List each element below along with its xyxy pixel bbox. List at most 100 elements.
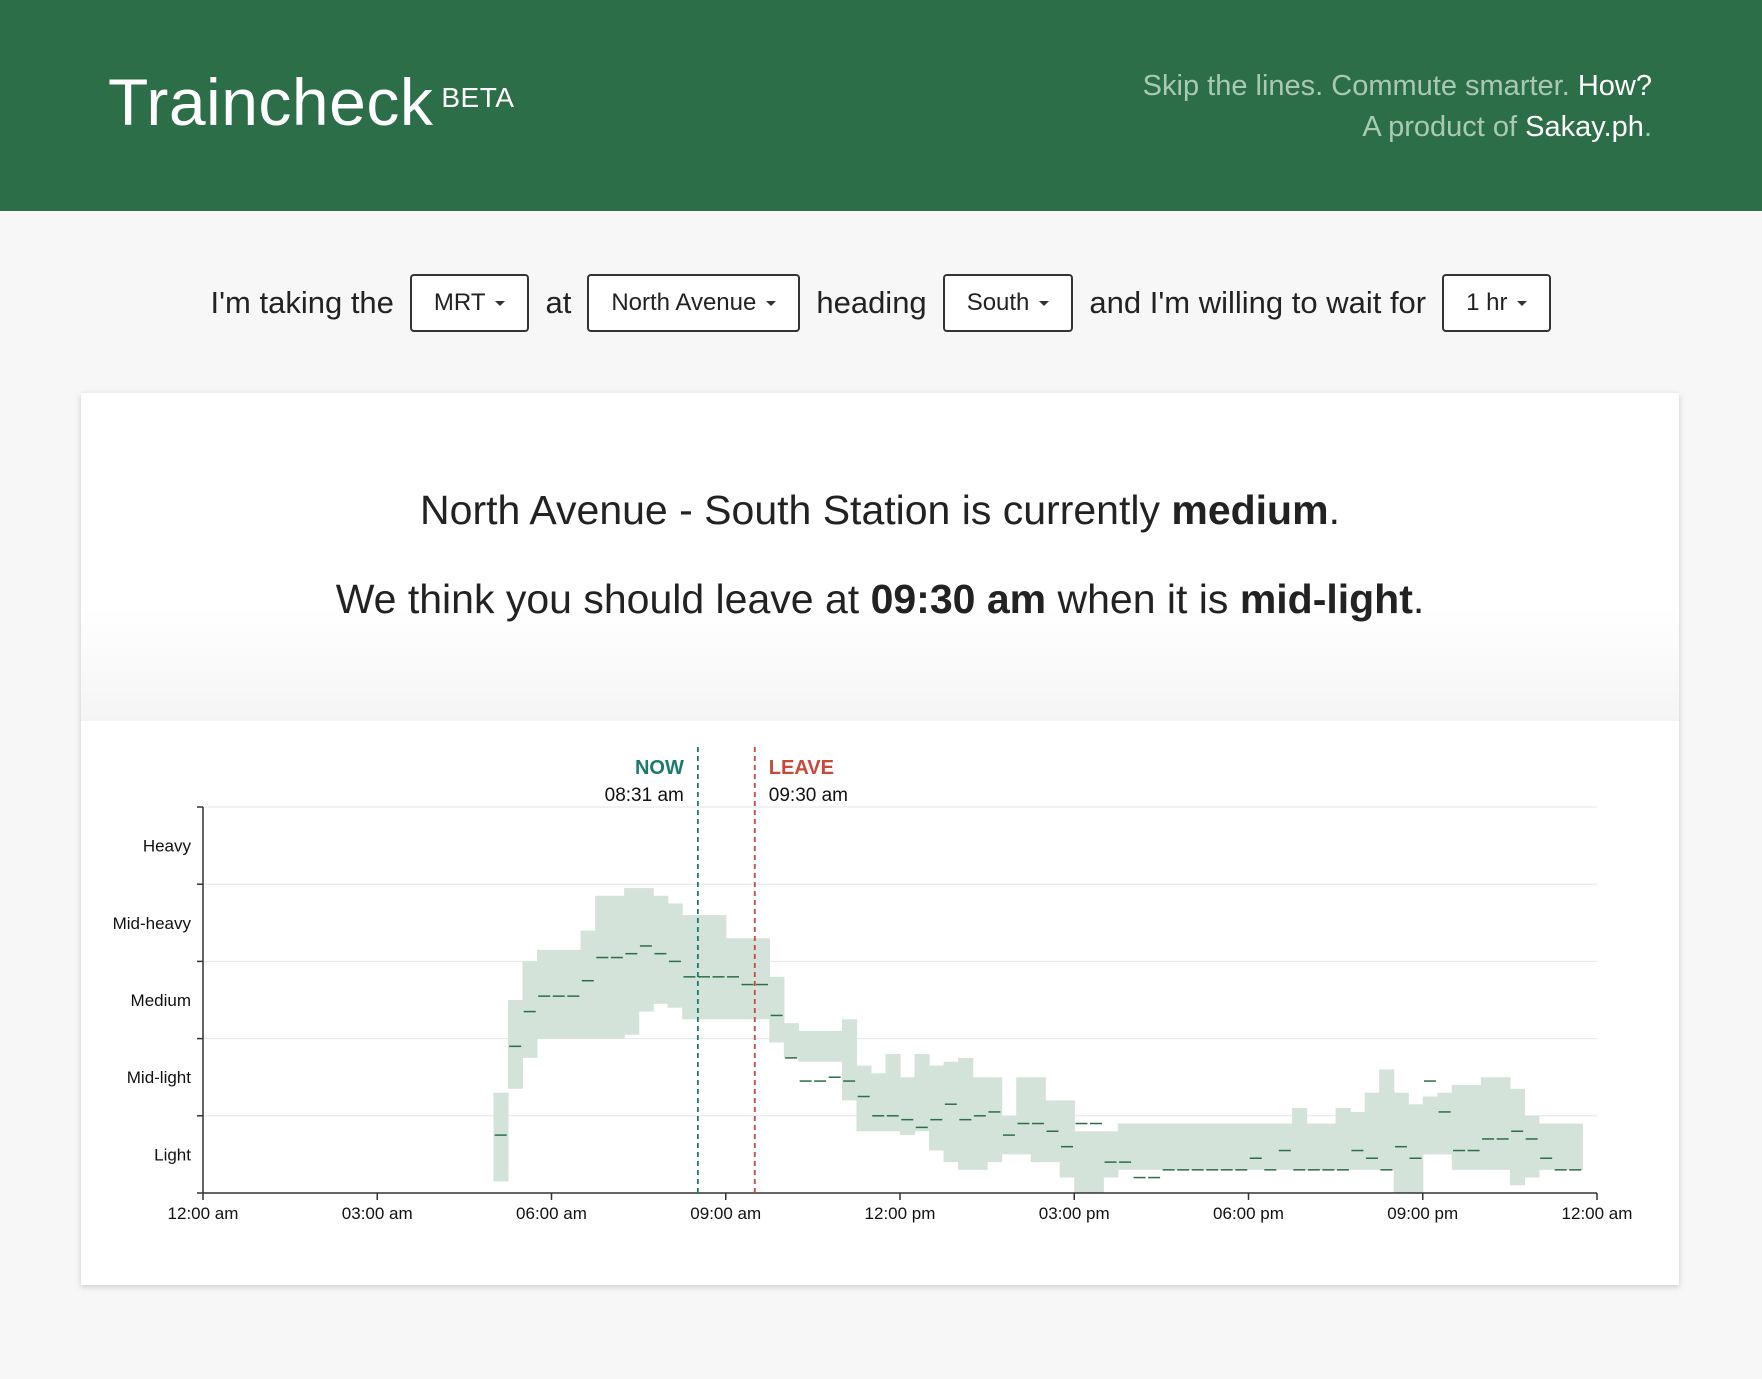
range-band [1437, 1092, 1453, 1155]
direction-dropdown-value: South [966, 289, 1030, 316]
how-link[interactable]: How? [1577, 70, 1652, 102]
product-suffix: . [1643, 111, 1652, 143]
station-dropdown[interactable]: North Avenue [587, 274, 801, 332]
advice-leave-time: 09:30 am [870, 576, 1047, 622]
range-band [1292, 1108, 1308, 1170]
direction-dropdown[interactable]: South [942, 274, 1074, 332]
range-band [1538, 1123, 1555, 1170]
range-band [1059, 1100, 1075, 1178]
header: Traincheck BETA Skip the lines. Commute s… [0, 0, 1762, 211]
x-tick-label: 06:00 am [516, 1204, 587, 1223]
tagline: Skip the lines. Commute smarter. How? A … [1143, 66, 1652, 148]
range-band [1567, 1123, 1584, 1170]
range-band [566, 949, 582, 1039]
range-band [1190, 1123, 1206, 1170]
range-band [551, 949, 567, 1039]
status-card: North Avenue - South Station is currentl… [81, 393, 1679, 1285]
range-band [1132, 1123, 1148, 1170]
crowd-chart: Light Mid-light Medium Mid-heavy Heavy 12:00 … [113, 747, 1633, 1223]
range-band [1016, 1077, 1032, 1155]
x-tick-label: 12:00 am [168, 1204, 239, 1223]
range-band [1393, 1092, 1409, 1193]
advice-end: . [1412, 576, 1425, 622]
range-band [812, 1030, 828, 1062]
range-band [1146, 1123, 1162, 1170]
range-band [841, 1019, 858, 1101]
range-band [580, 930, 596, 1039]
range-band [1379, 1069, 1395, 1170]
selector-text-wait: and I'm willing to wait for [1089, 285, 1427, 320]
selector-text-heading: heading [816, 285, 927, 320]
range-band [1030, 1077, 1046, 1163]
range-band [1350, 1111, 1366, 1170]
range-band [522, 961, 538, 1058]
current-status-prefix: North Avenue - South Station is currentl… [420, 487, 1160, 533]
range-band [783, 1023, 799, 1058]
range-band [1233, 1123, 1250, 1170]
range-band [1306, 1123, 1322, 1170]
range-band [1524, 1115, 1540, 1178]
range-band [1321, 1123, 1337, 1170]
beta-badge: BETA [441, 82, 515, 113]
advice-prefix: We think you should leave at [335, 576, 860, 622]
wait-dropdown[interactable]: 1 hr [1442, 274, 1552, 332]
advice-mid: when it is [1057, 576, 1229, 622]
station-dropdown-value: North Avenue [611, 289, 757, 316]
range-band [667, 903, 683, 1008]
range-band [1451, 1084, 1467, 1170]
brand-name: Traincheck [108, 65, 434, 139]
chevron-down-icon [495, 300, 506, 306]
range-band [711, 915, 727, 1020]
now-marker-time: 08:31 am [605, 785, 684, 806]
range-band [754, 938, 770, 1020]
product-prefix: A product of [1362, 111, 1518, 143]
line-dropdown-value: MRT [433, 289, 486, 316]
range-band [870, 1073, 887, 1132]
x-tick-label: 06:00 pm [1213, 1204, 1284, 1223]
line-dropdown[interactable]: MRT [409, 274, 530, 332]
status-summary: North Avenue - South Station is currentl… [81, 393, 1679, 721]
range-band [1248, 1123, 1264, 1170]
range-band [682, 915, 698, 1020]
range-band [536, 949, 553, 1039]
x-tick-label: 03:00 pm [1039, 1204, 1110, 1223]
range-band [798, 1030, 814, 1062]
range-band [609, 895, 625, 1039]
y-tick-label: Medium [131, 991, 191, 1010]
x-tick-label: 12:00 am [1562, 1204, 1633, 1223]
selector-text-at: at [545, 285, 572, 320]
range-band [943, 1061, 959, 1163]
range-band [740, 938, 756, 1020]
range-band [1277, 1123, 1293, 1170]
x-tick-label: 09:00 am [690, 1204, 761, 1223]
leave-advice: We think you should leave at 09:30 am wh… [81, 576, 1679, 623]
range-band [929, 1065, 945, 1151]
range-band [1422, 1096, 1438, 1155]
range-band [507, 1000, 524, 1089]
x-tick-label: 09:00 pm [1387, 1204, 1458, 1223]
range-band [1553, 1123, 1569, 1170]
x-tick-label: 12:00 pm [865, 1204, 936, 1223]
range-band [638, 888, 654, 1012]
brand-logo[interactable]: Traincheck BETA [108, 64, 514, 140]
range-band [1509, 1088, 1525, 1186]
range-band [1364, 1092, 1380, 1170]
current-level: medium [1171, 487, 1329, 533]
sakay-link[interactable]: Sakay.ph [1525, 111, 1644, 143]
leave-marker-label: LEAVE [769, 757, 834, 779]
wait-dropdown-value: 1 hr [1466, 289, 1508, 316]
range-band [1088, 1131, 1104, 1193]
range-band [624, 888, 640, 1035]
y-tick-label: Heavy [143, 837, 192, 856]
range-band [914, 1054, 930, 1132]
range-band [1161, 1123, 1177, 1170]
range-band [885, 1054, 901, 1132]
leave-marker-time: 09:30 am [769, 785, 848, 806]
range-band [769, 976, 785, 1043]
chevron-down-icon [1039, 300, 1050, 306]
now-marker-label: NOW [635, 757, 684, 779]
tagline-text: Skip the lines. Commute smarter. [1142, 70, 1570, 102]
range-band [1175, 1123, 1192, 1170]
range-band [1466, 1084, 1482, 1170]
range-band [595, 895, 611, 1039]
